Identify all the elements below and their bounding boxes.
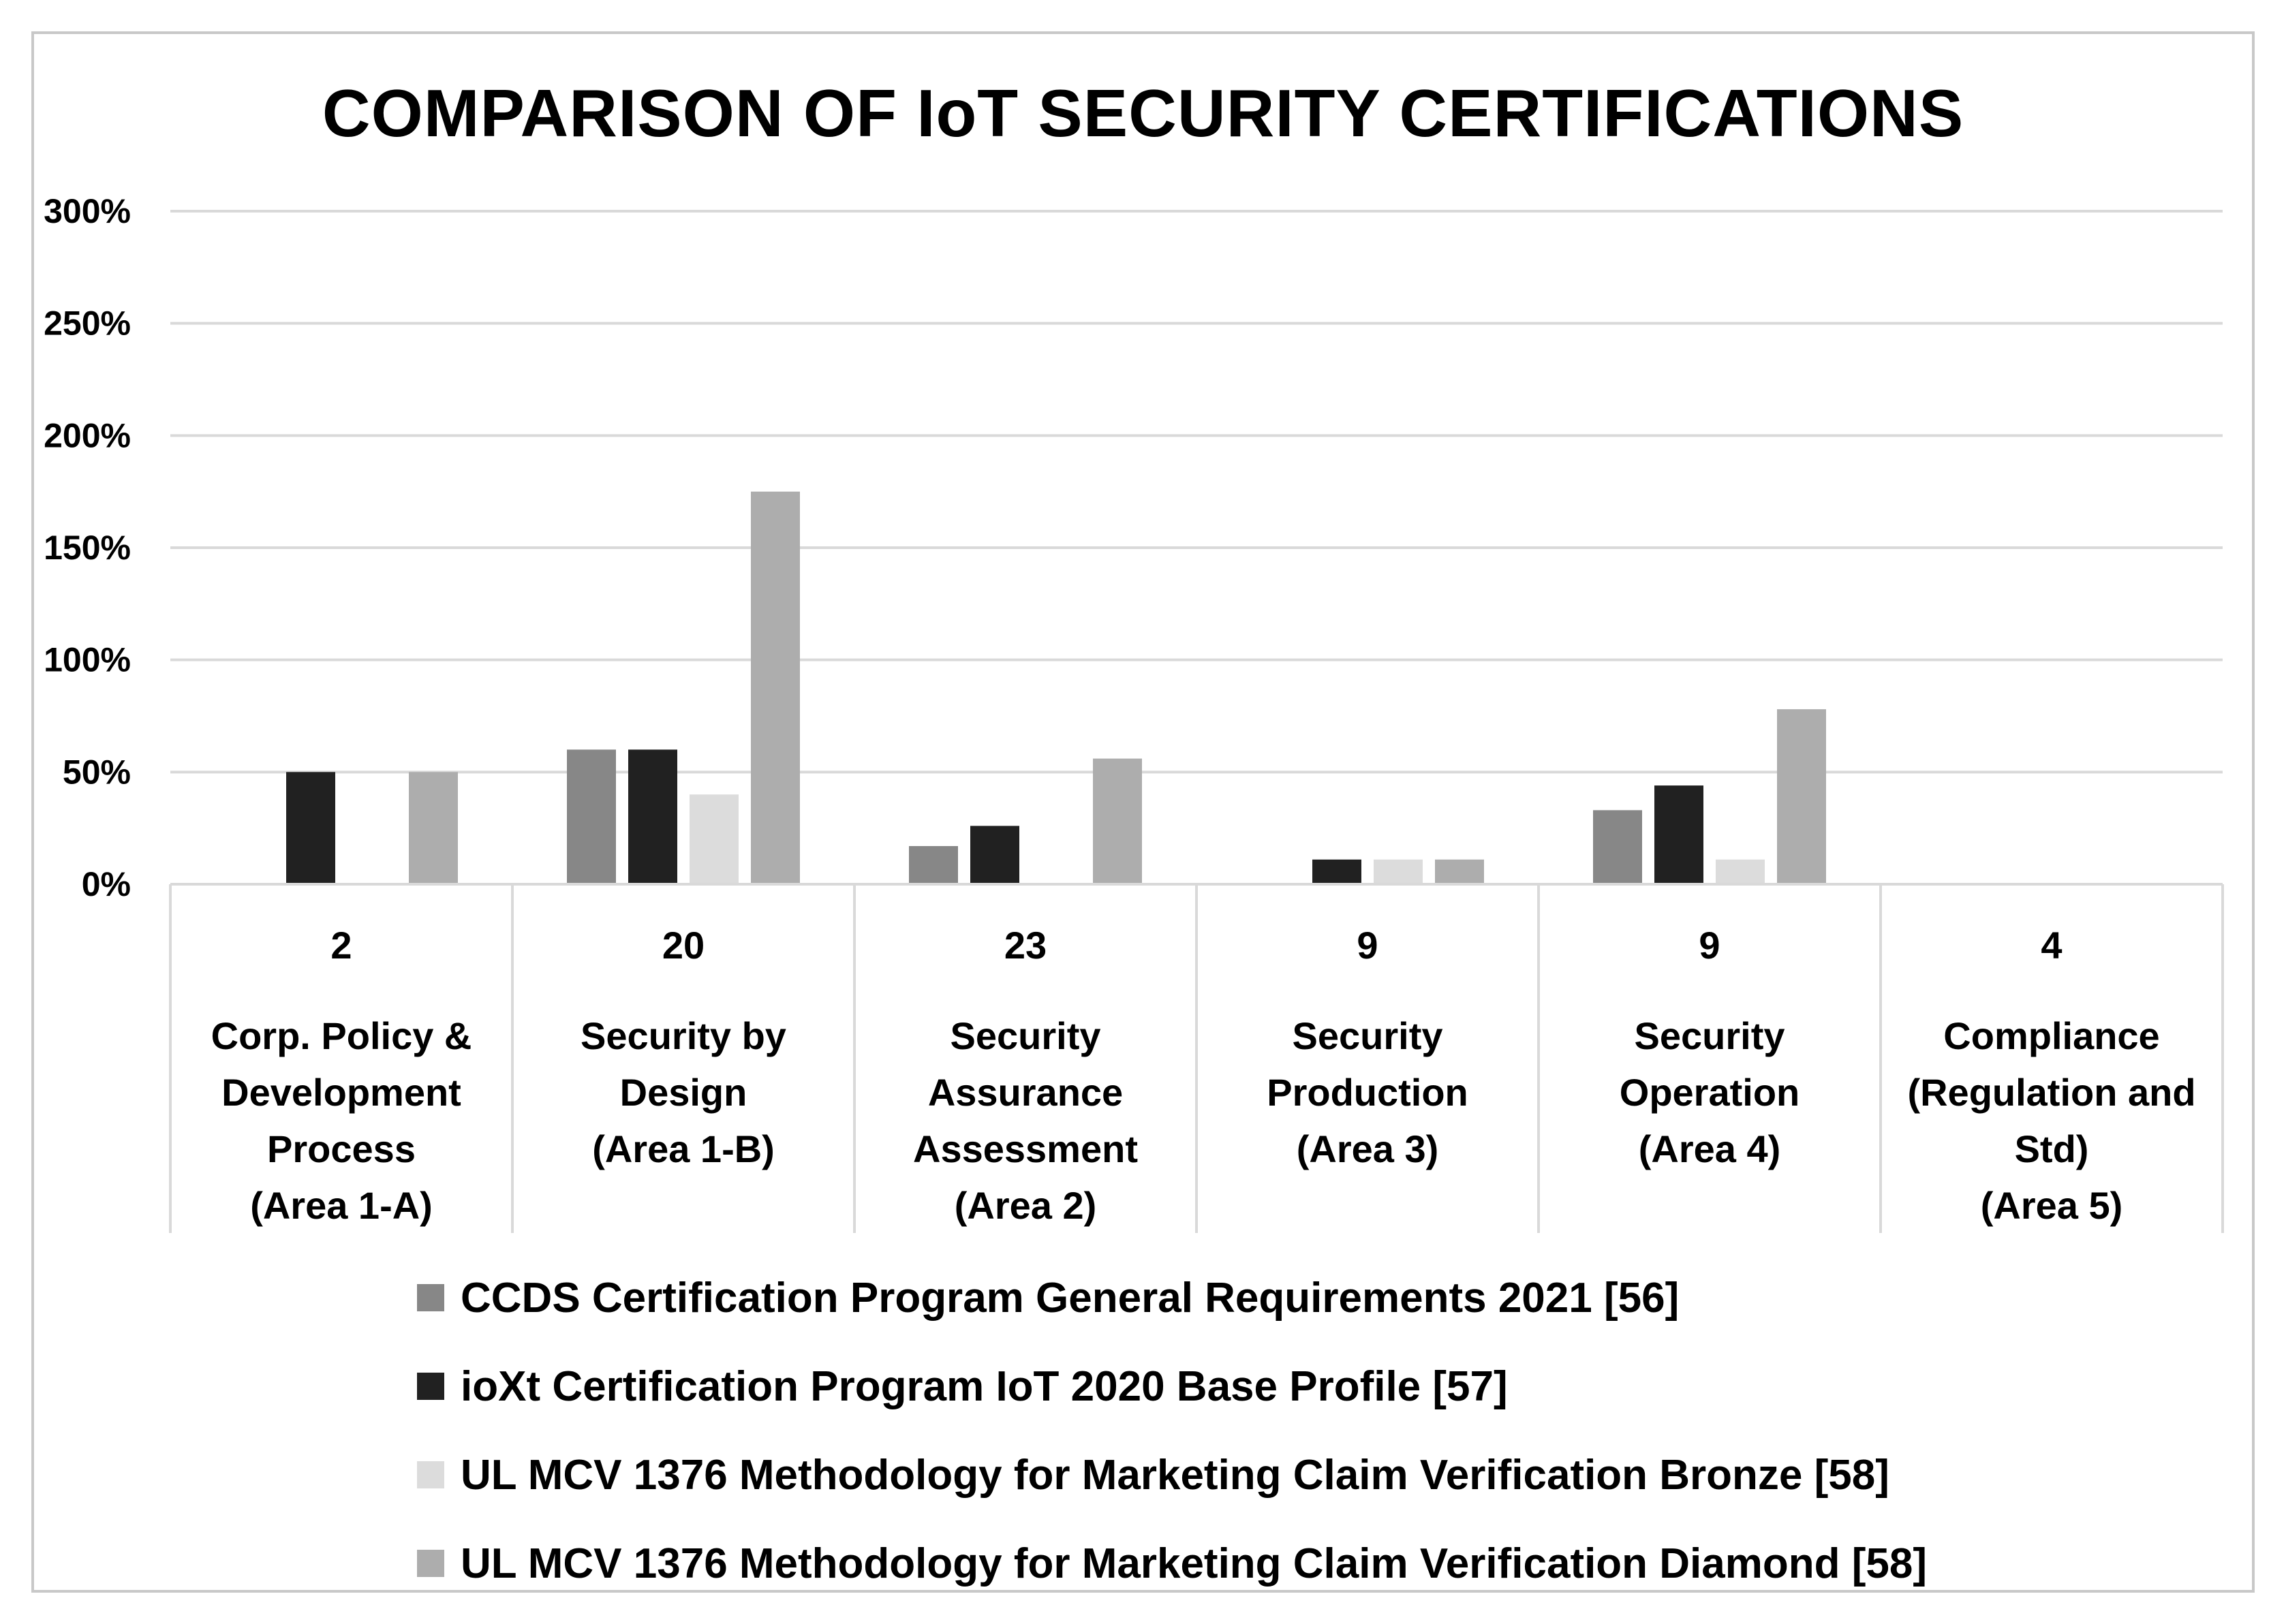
legend-swatch — [417, 1284, 444, 1311]
bar — [751, 491, 800, 884]
bar — [1716, 859, 1765, 884]
bar — [970, 826, 1019, 884]
category-label: (Area 1-A) — [250, 1184, 433, 1227]
bar — [690, 794, 739, 884]
bar — [1374, 859, 1423, 884]
bar — [909, 846, 958, 884]
legend-item: UL MCV 1376 Methodology for Marketing Cl… — [417, 1519, 1927, 1608]
category-label: Design — [620, 1071, 747, 1114]
category-label: (Area 4) — [1639, 1127, 1781, 1170]
bar — [1777, 709, 1826, 884]
category-label: Security by — [581, 1014, 786, 1057]
category-label: Production — [1267, 1071, 1468, 1114]
legend-swatch — [417, 1550, 444, 1577]
bar — [409, 772, 458, 884]
category-label: (Area 1-B) — [592, 1127, 775, 1170]
category-label: (Area 5) — [1981, 1184, 2123, 1227]
bar — [628, 749, 677, 884]
legend-label: UL MCV 1376 Methodology for Marketing Cl… — [461, 1540, 1927, 1587]
category-count: 2 — [330, 924, 352, 967]
category-label: Operation — [1620, 1071, 1800, 1114]
category-count: 9 — [1357, 924, 1378, 967]
category-label: Process — [267, 1127, 416, 1170]
chart-title: COMPARISON OF IoT SECURITY CERTIFICATION… — [322, 76, 1964, 151]
legend-item: ioXt Certification Program IoT 2020 Base… — [417, 1342, 1927, 1431]
category-label: Security — [1635, 1014, 1785, 1057]
y-tick-label: 200% — [44, 416, 131, 454]
category-label: Development — [221, 1071, 461, 1114]
y-tick-label: 100% — [44, 641, 131, 679]
legend-item: CCDS Certification Program General Requi… — [417, 1253, 1927, 1342]
category-label: (Regulation and — [1907, 1071, 2195, 1114]
legend-swatch — [417, 1461, 444, 1488]
y-tick-label: 50% — [63, 753, 131, 791]
category-label: Security — [1293, 1014, 1443, 1057]
y-tick-label: 300% — [44, 192, 131, 230]
bar — [567, 749, 616, 884]
category-count: 9 — [1699, 924, 1720, 967]
category-label: Std) — [2015, 1127, 2089, 1170]
category-label: Assessment — [913, 1127, 1138, 1170]
category-label: Corp. Policy & — [211, 1014, 472, 1057]
chart-legend: CCDS Certification Program General Requi… — [417, 1253, 1927, 1608]
chart-frame — [31, 31, 2255, 1593]
category-count: 20 — [662, 924, 705, 967]
legend-swatch — [417, 1373, 444, 1400]
legend-label: ioXt Certification Program IoT 2020 Base… — [461, 1362, 1508, 1410]
bar — [1593, 810, 1642, 884]
category-count: 23 — [1004, 924, 1047, 967]
category-count: 4 — [2041, 924, 2062, 967]
legend-item: UL MCV 1376 Methodology for Marketing Cl… — [417, 1431, 1927, 1519]
bar — [1093, 758, 1142, 884]
legend-label: CCDS Certification Program General Requi… — [461, 1274, 1680, 1322]
category-label: (Area 3) — [1297, 1127, 1439, 1170]
bar — [1312, 859, 1361, 884]
bar — [1435, 859, 1484, 884]
bar — [286, 772, 335, 884]
category-label: Compliance — [1943, 1014, 2159, 1057]
y-tick-label: 250% — [44, 304, 131, 343]
legend-label: UL MCV 1376 Methodology for Marketing Cl… — [461, 1451, 1889, 1499]
category-label: Security — [951, 1014, 1101, 1057]
category-label: Assurance — [928, 1071, 1123, 1114]
y-tick-label: 150% — [44, 529, 131, 567]
y-tick-label: 0% — [82, 865, 131, 903]
category-label: (Area 2) — [955, 1184, 1097, 1227]
bar — [1654, 785, 1703, 884]
